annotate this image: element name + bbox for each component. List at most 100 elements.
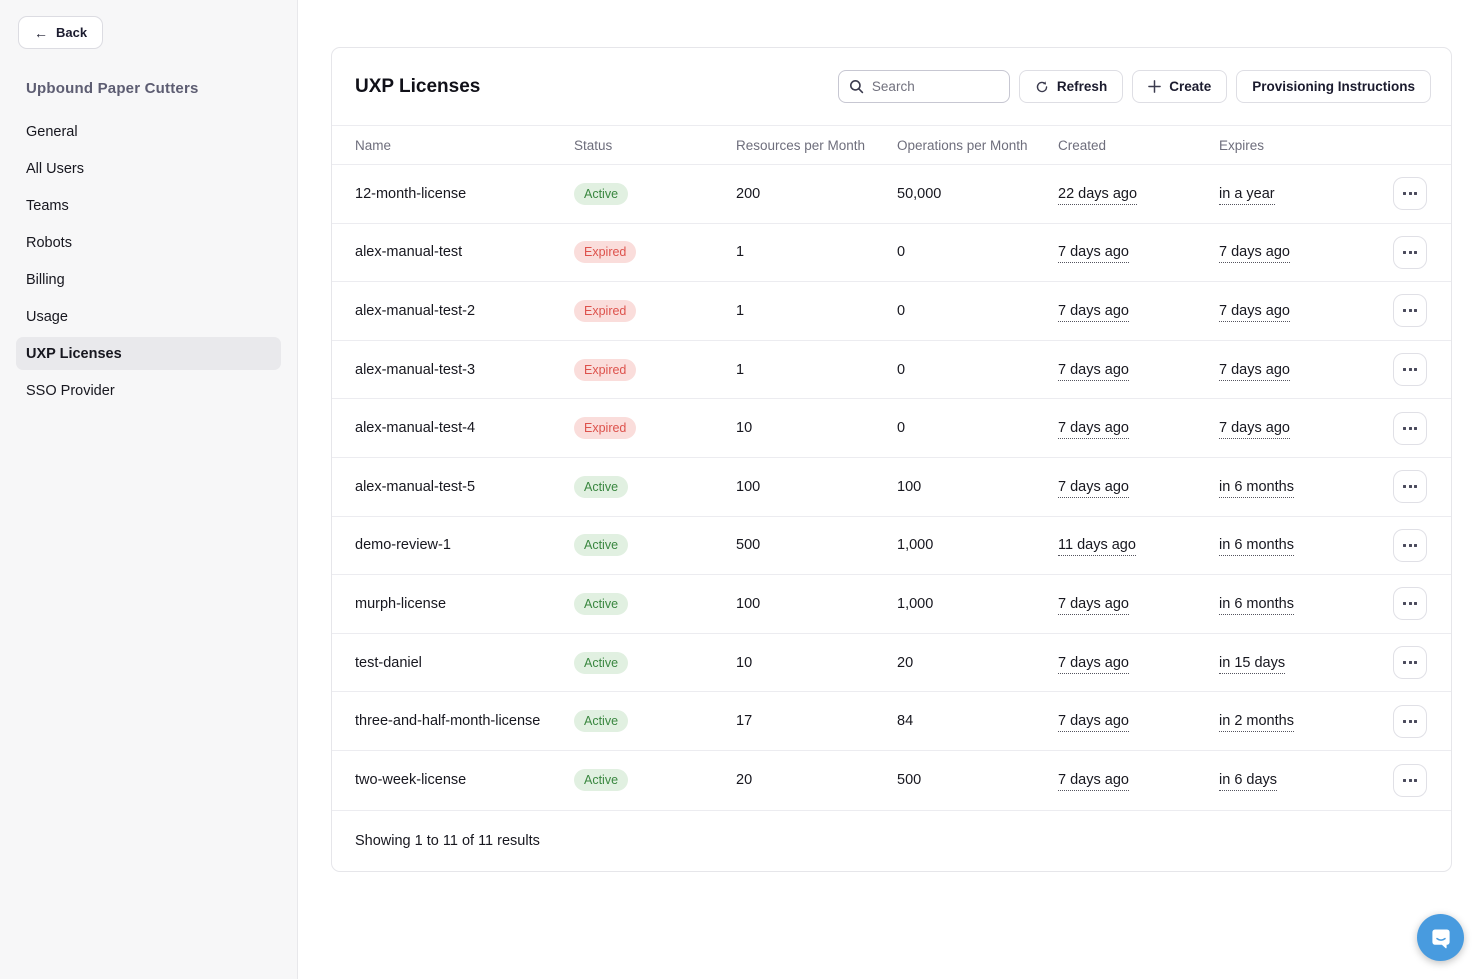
back-arrow-icon: ← bbox=[34, 24, 48, 41]
license-name: alex-manual-test-4 bbox=[355, 420, 476, 437]
license-name: two-week-license bbox=[355, 772, 467, 789]
resources-per-month-value: 1 bbox=[736, 302, 745, 319]
status-badge: Active bbox=[574, 534, 629, 557]
table-row: three-and-half-month-license Active 17 8… bbox=[332, 692, 1451, 751]
operations-per-month-value: 0 bbox=[897, 420, 906, 437]
table-row: 12-month-license Active 200 50,000 22 da… bbox=[332, 165, 1451, 224]
row-menu-button[interactable] bbox=[1393, 704, 1427, 738]
created-date: 7 days ago bbox=[1058, 595, 1129, 615]
ellipsis-icon bbox=[1403, 543, 1417, 547]
license-name: test-daniel bbox=[355, 654, 422, 671]
sidebar-item-uxp-licenses[interactable]: UXP Licenses bbox=[16, 337, 281, 370]
search-input[interactable] bbox=[871, 79, 999, 94]
search-box bbox=[837, 70, 1010, 103]
row-menu-button[interactable] bbox=[1393, 763, 1427, 797]
row-menu-button[interactable] bbox=[1393, 528, 1427, 562]
sidebar-item-billing[interactable]: Billing bbox=[26, 271, 65, 288]
operations-per-month-value: 50,000 bbox=[897, 185, 942, 202]
status-badge: Active bbox=[574, 710, 629, 733]
row-menu-button[interactable] bbox=[1393, 353, 1427, 387]
status-badge: Expired bbox=[574, 358, 637, 381]
ellipsis-icon bbox=[1403, 661, 1417, 665]
resources-per-month-value: 20 bbox=[736, 772, 753, 789]
provisioning-instructions-label: Provisioning Instructions bbox=[1252, 79, 1415, 94]
created-date: 7 days ago bbox=[1058, 244, 1129, 264]
column-header-operations: Operations per Month bbox=[897, 137, 1028, 153]
license-table-body: 12-month-license Active 200 50,000 22 da… bbox=[332, 165, 1451, 810]
chat-bubble-icon bbox=[1431, 929, 1450, 948]
sidebar-item-all-users[interactable]: All Users bbox=[26, 160, 85, 177]
resources-per-month-value: 200 bbox=[736, 185, 761, 202]
column-header-expires: Expires bbox=[1219, 137, 1265, 153]
ellipsis-icon bbox=[1403, 485, 1417, 489]
column-header-name: Name bbox=[355, 137, 392, 153]
expires-date: in 15 days bbox=[1219, 654, 1286, 674]
provisioning-instructions-button[interactable]: Provisioning Instructions bbox=[1236, 70, 1431, 103]
operations-per-month-value: 1,000 bbox=[897, 595, 934, 612]
row-menu-button[interactable] bbox=[1393, 411, 1427, 445]
license-name: alex-manual-test-3 bbox=[355, 361, 476, 378]
resources-per-month-value: 10 bbox=[736, 654, 753, 671]
status-badge: Expired bbox=[574, 241, 637, 264]
ellipsis-icon bbox=[1403, 368, 1417, 372]
created-date: 22 days ago bbox=[1058, 185, 1138, 205]
refresh-button[interactable]: Refresh bbox=[1018, 70, 1124, 103]
sidebar-item-general[interactable]: General bbox=[26, 123, 78, 140]
table-row: two-week-license Active 20 500 7 days ag… bbox=[332, 751, 1451, 810]
license-name: demo-review-1 bbox=[355, 537, 451, 554]
ellipsis-icon bbox=[1403, 426, 1417, 430]
sidebar-item-robots[interactable]: Robots bbox=[26, 234, 72, 251]
resources-per-month-value: 1 bbox=[736, 244, 745, 261]
row-menu-button[interactable] bbox=[1393, 646, 1427, 680]
license-name: alex-manual-test-5 bbox=[355, 478, 476, 495]
table-row: murph-license Active 100 1,000 7 days ag… bbox=[332, 575, 1451, 634]
row-menu-button[interactable] bbox=[1393, 235, 1427, 269]
panel-actions: Refresh Create Provisioning Instructions bbox=[837, 70, 1431, 103]
sidebar-item-usage[interactable]: Usage bbox=[26, 308, 68, 325]
license-name: murph-license bbox=[355, 595, 447, 612]
panel-header: UXP Licenses Refresh bbox=[332, 48, 1451, 125]
row-menu-button[interactable] bbox=[1393, 470, 1427, 504]
table-row: demo-review-1 Active 500 1,000 11 days a… bbox=[332, 517, 1451, 576]
created-date: 7 days ago bbox=[1058, 302, 1129, 322]
expires-date: 7 days ago bbox=[1219, 302, 1290, 322]
expires-date: in 6 months bbox=[1219, 595, 1294, 615]
ellipsis-icon bbox=[1403, 778, 1417, 782]
table-row: alex-manual-test Expired 1 0 7 days ago … bbox=[332, 224, 1451, 283]
table-row: alex-manual-test-2 Expired 1 0 7 days ag… bbox=[332, 282, 1451, 341]
row-menu-button[interactable] bbox=[1393, 177, 1427, 211]
sidebar-item-sso-provider[interactable]: SSO Provider bbox=[26, 382, 115, 399]
sidebar-item-teams[interactable]: Teams bbox=[26, 197, 69, 214]
row-menu-button[interactable] bbox=[1393, 587, 1427, 621]
table-row: alex-manual-test-4 Expired 10 0 7 days a… bbox=[332, 399, 1451, 458]
created-date: 7 days ago bbox=[1058, 478, 1129, 498]
operations-per-month-value: 84 bbox=[897, 713, 914, 730]
ellipsis-icon bbox=[1403, 719, 1417, 723]
operations-per-month-value: 20 bbox=[897, 654, 914, 671]
ellipsis-icon bbox=[1403, 309, 1417, 313]
created-date: 7 days ago bbox=[1058, 772, 1129, 792]
operations-per-month-value: 1,000 bbox=[897, 537, 934, 554]
resources-per-month-value: 1 bbox=[736, 361, 745, 378]
resources-per-month-value: 100 bbox=[736, 478, 761, 495]
operations-per-month-value: 500 bbox=[897, 772, 922, 789]
chat-launcher-button[interactable] bbox=[1417, 914, 1464, 961]
create-button[interactable]: Create bbox=[1132, 70, 1228, 103]
status-badge: Expired bbox=[574, 299, 637, 322]
back-button[interactable]: ← Back bbox=[18, 16, 104, 49]
ellipsis-icon bbox=[1403, 250, 1417, 254]
table-row: alex-manual-test-5 Active 100 100 7 days… bbox=[332, 458, 1451, 517]
table-row: test-daniel Active 10 20 7 days ago in 1… bbox=[332, 634, 1451, 693]
resources-per-month-value: 100 bbox=[736, 595, 761, 612]
license-name: alex-manual-test-2 bbox=[355, 302, 476, 319]
expires-date: 7 days ago bbox=[1219, 361, 1290, 381]
expires-date: 7 days ago bbox=[1219, 420, 1290, 440]
license-name: 12-month-license bbox=[355, 185, 467, 202]
org-name: Upbound Paper Cutters bbox=[26, 80, 199, 97]
sidebar-nav: General All Users Teams Robots Billing U… bbox=[0, 115, 297, 407]
operations-per-month-value: 0 bbox=[897, 361, 906, 378]
row-menu-button[interactable] bbox=[1393, 294, 1427, 328]
licenses-panel: UXP Licenses Refresh bbox=[331, 47, 1452, 872]
created-date: 7 days ago bbox=[1058, 713, 1129, 733]
